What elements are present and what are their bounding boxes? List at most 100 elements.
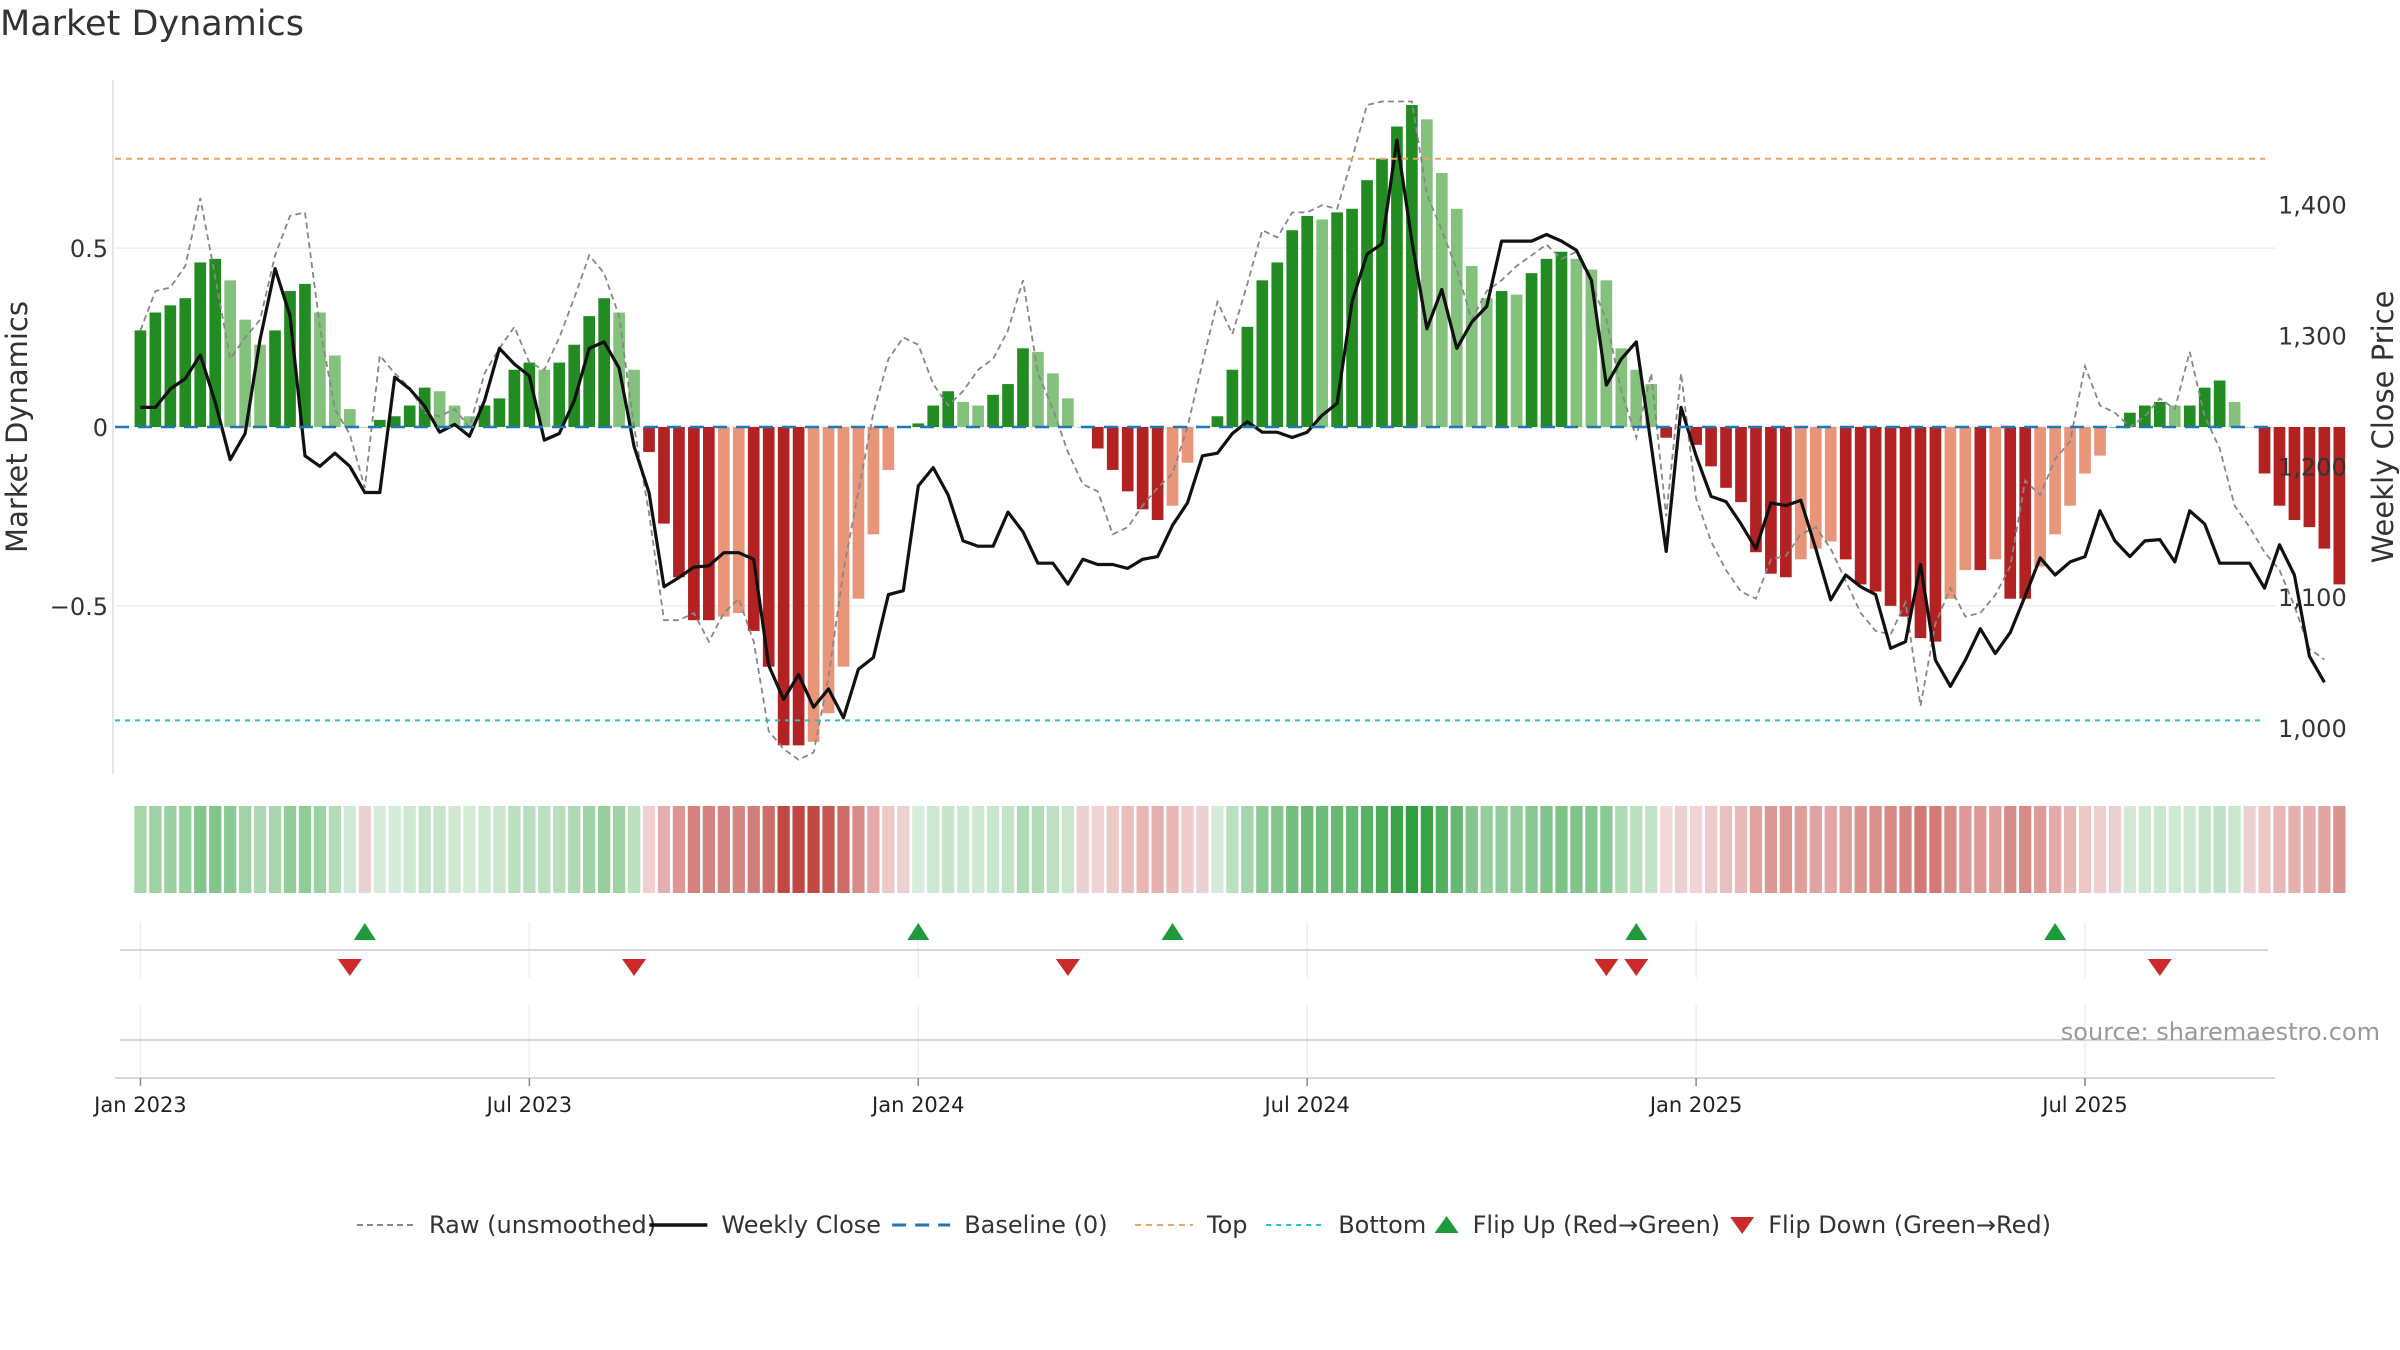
dynamics-bar (2303, 427, 2316, 528)
flip-up-marker (907, 923, 930, 940)
heat-cell (1360, 806, 1374, 893)
dynamics-bar (628, 369, 640, 427)
heat-cell (1959, 806, 1972, 893)
dynamics-bar (1869, 427, 1882, 592)
dynamics-bar (688, 427, 700, 621)
heat-cell (194, 806, 207, 893)
legend-label: Raw (unsmoothed) (429, 1211, 656, 1239)
heat-cell (283, 806, 297, 893)
heat-cell (762, 806, 775, 893)
heat-cell (627, 806, 641, 893)
dynamics-bar (344, 409, 356, 427)
x-tick-label: Jan 2023 (92, 1093, 187, 1117)
x-tick-label: Jul 2025 (2040, 1093, 2127, 1117)
dynamics-bar (1480, 298, 1493, 427)
heat-cell (2333, 806, 2346, 893)
heat-cell (1675, 806, 1688, 893)
legend-label: Weekly Close (721, 1211, 881, 1239)
dynamics-bar (1929, 427, 1942, 642)
x-tick-label: Jan 2024 (870, 1093, 965, 1117)
heat-cell (1256, 806, 1269, 893)
dynamics-bar (1002, 384, 1014, 427)
dynamics-bar (1720, 427, 1732, 488)
heat-cell (1914, 806, 1927, 893)
heat-cell (747, 806, 760, 893)
heat-cell (1181, 806, 1194, 893)
dynamics-bar (792, 427, 805, 746)
dynamics-bar (2318, 427, 2331, 549)
heat-cell (1585, 806, 1598, 893)
dynamics-bar (2064, 427, 2076, 506)
heat-cell (1301, 806, 1314, 893)
heat-cell (1375, 806, 1389, 893)
dynamics-bar (1226, 369, 1239, 427)
heat-cell (2138, 806, 2151, 893)
dynamics-bar (1735, 427, 1747, 503)
legend-flip-down-swatch (1730, 1217, 1755, 1234)
dynamics-bar (1450, 208, 1463, 427)
heat-cell (2048, 806, 2062, 893)
heat-cell (1615, 806, 1628, 893)
heat-cell (1704, 806, 1718, 893)
dynamics-bar (1181, 427, 1194, 463)
right-tick-label: 1,200 (2278, 453, 2347, 481)
dynamics-bar (1959, 427, 1972, 571)
flip-down-marker (2147, 959, 2172, 976)
dynamics-bar (882, 427, 895, 470)
dynamics-bar (912, 423, 925, 427)
dynamics-bar (2183, 405, 2196, 427)
heat-cell (1869, 806, 1882, 893)
dynamics-bar (1780, 427, 1792, 578)
heat-cell (912, 806, 925, 893)
heat-cell (1390, 806, 1404, 893)
dynamics-bar (1136, 427, 1149, 510)
dynamics-bar (478, 405, 491, 427)
heat-cell (1555, 806, 1568, 893)
heat-cell (239, 806, 252, 893)
heat-cell (1660, 806, 1673, 893)
date-panel (115, 1005, 2275, 1079)
left-tick-label: 0 (93, 414, 108, 442)
heat-cell (1136, 806, 1149, 893)
x-tick-label: Jan 2025 (1648, 1093, 1743, 1117)
legend: Raw (unsmoothed) Weekly Close Baseline (0)… (357, 1211, 2051, 1239)
dynamics-bar (239, 319, 251, 427)
dynamics-bar (1166, 427, 1179, 506)
dynamics-bar (2153, 401, 2166, 427)
heat-cell (2093, 806, 2107, 893)
dynamics-bar (1690, 427, 1702, 445)
heat-cell (732, 806, 745, 893)
dynamics-bar (568, 344, 581, 427)
heat-cell (179, 806, 192, 893)
heat-cell (1001, 806, 1015, 893)
dynamics-bar (1750, 427, 1762, 553)
heat-cell (433, 806, 446, 893)
heat-cell (2183, 806, 2196, 893)
dynamics-bar (1331, 212, 1343, 427)
heat-cell (702, 806, 715, 893)
dynamics-bar (1540, 258, 1553, 427)
heat-cell (2153, 806, 2166, 893)
left-tick-label: −0.5 (50, 593, 108, 621)
heat-cell (2243, 806, 2256, 893)
heat-cell (508, 806, 521, 893)
dynamics-bar (1286, 230, 1299, 427)
flip-down-marker (1594, 959, 1619, 976)
heat-cell (687, 806, 701, 893)
legend-label: Flip Down (Green→Red) (1768, 1211, 2051, 1239)
weekly-close-series (140, 138, 2326, 720)
dynamics-bar (448, 405, 461, 427)
dynamics-bar (194, 262, 207, 427)
heat-cell (493, 806, 506, 893)
heat-cell (1974, 806, 1987, 893)
heat-cell (343, 806, 356, 893)
dynamics-bar (2139, 405, 2151, 427)
heat-cell (2228, 806, 2241, 893)
dynamics-bar (179, 298, 192, 427)
dynamics-bar (2124, 412, 2136, 427)
dynamics-bar (1555, 251, 1568, 427)
raw-line (139, 100, 2325, 761)
right-tick-label: 1,100 (2278, 584, 2347, 612)
heat-cell (971, 806, 985, 893)
